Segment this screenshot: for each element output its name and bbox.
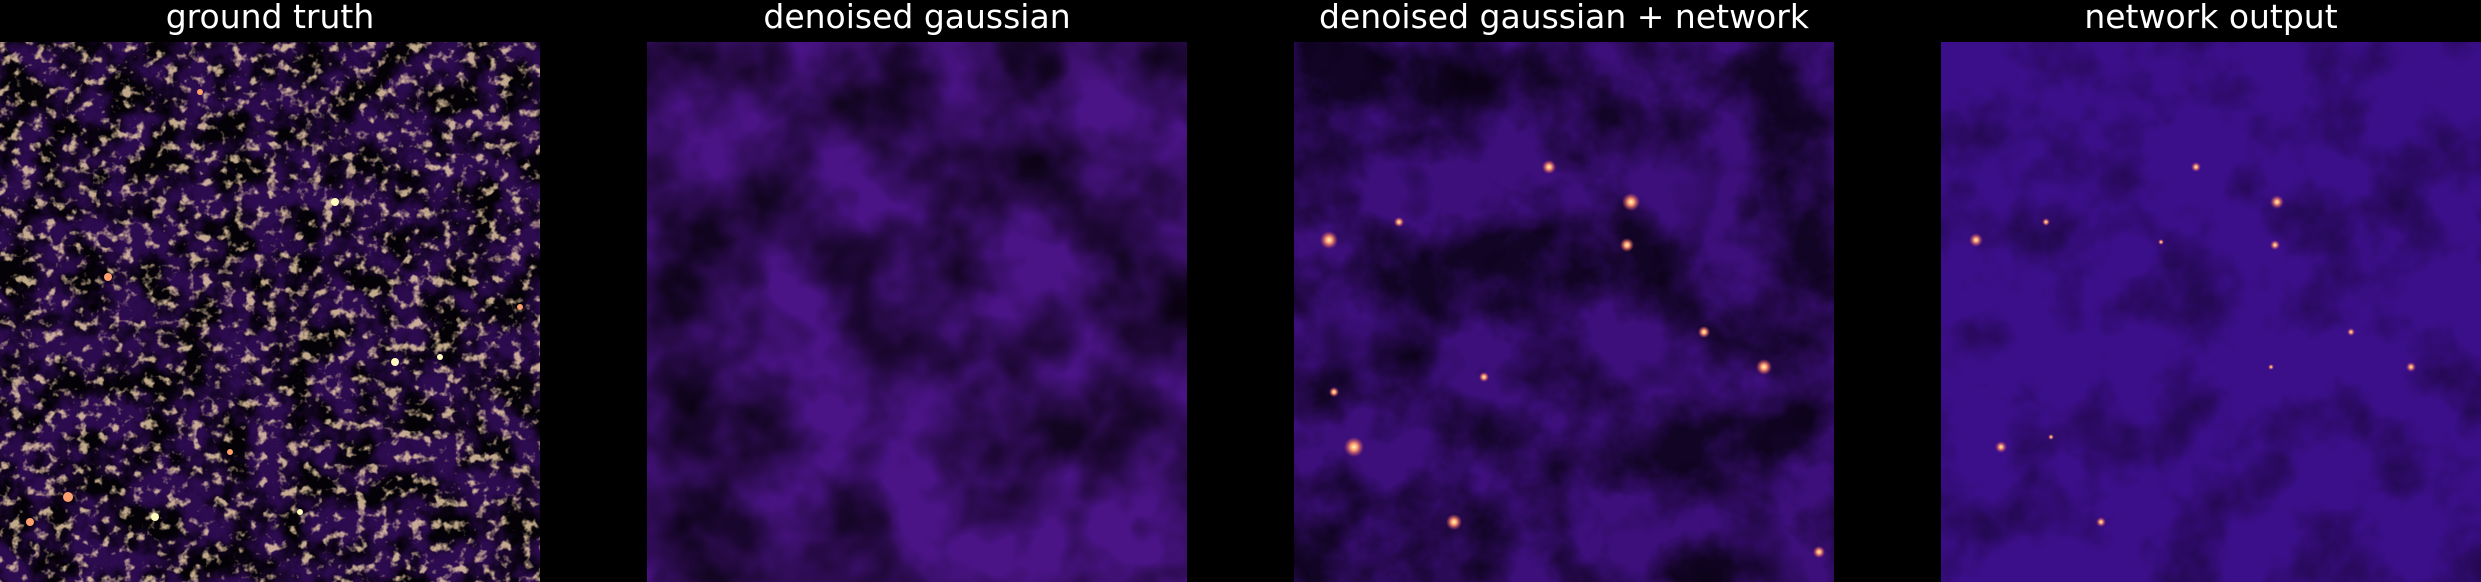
bright-peaks: [1969, 162, 2416, 527]
bright-peaks: [26, 89, 523, 526]
panel-title-network-output: network output: [2084, 0, 2338, 36]
panel-image-denoised-gaussian-network: [1294, 42, 1834, 582]
panel-image-network-output: [1941, 42, 2481, 582]
panel-title-ground-truth: ground truth: [165, 0, 375, 36]
panel-title-denoised-gaussian-network: denoised gaussian + network: [1319, 0, 1809, 36]
panel-image-denoised-gaussian: [647, 42, 1187, 582]
bright-peaks: [1320, 160, 1825, 558]
panel-image-ground-truth: [0, 42, 540, 582]
panel-title-denoised-gaussian: denoised gaussian: [763, 0, 1071, 36]
